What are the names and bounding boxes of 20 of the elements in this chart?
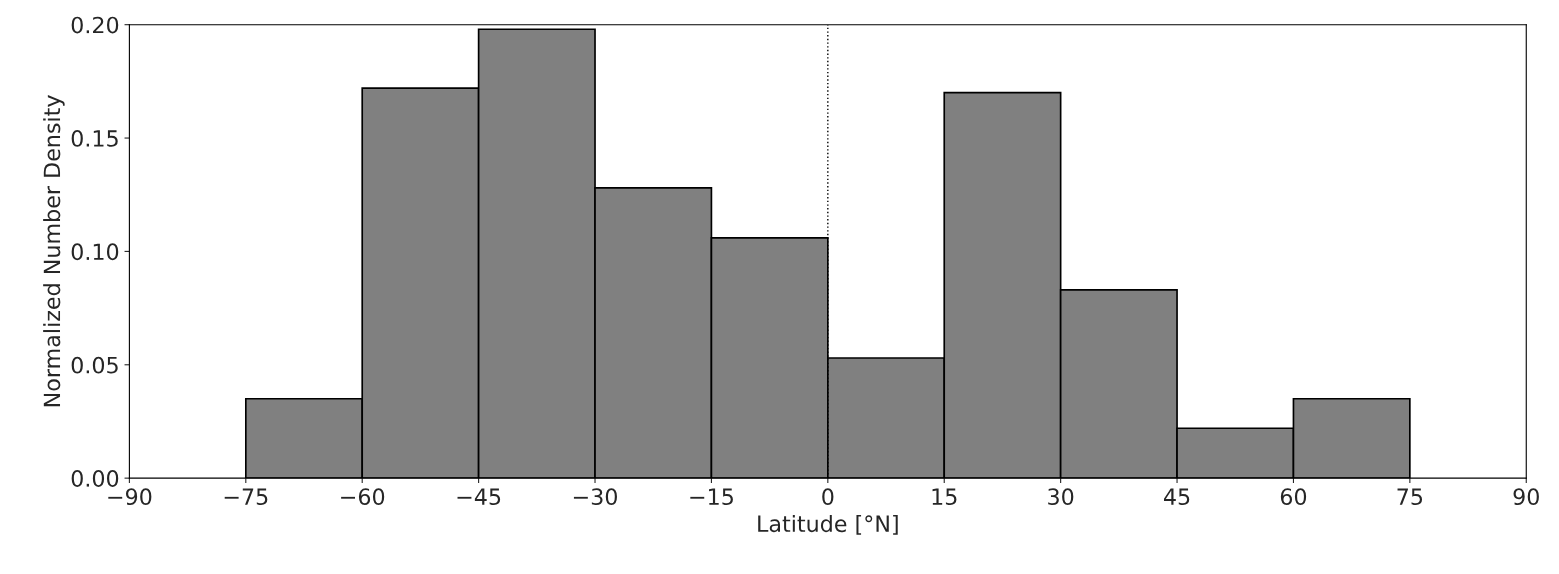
x-tick-label: 60 [1280,488,1307,506]
x-tick-label: 0 [822,488,834,506]
x-tick-label: −45 [457,488,501,506]
x-tick-label: −75 [224,488,268,506]
x-tick-label: 75 [1397,488,1423,506]
x-tick-label: −15 [690,488,733,506]
y-tick-label: 0.05 [71,356,118,374]
y-tick-label: 0.20 [71,16,119,34]
x-axis-title: Latitude [°N] [758,514,898,535]
x-tick-label: −30 [573,488,617,506]
x-tick-label: 90 [1513,488,1539,506]
y-axis-title: Normalized Number Density [43,95,65,407]
x-tick-label: −90 [108,488,152,506]
x-tick-label: 15 [932,488,957,506]
y-tick-label: 0.10 [71,243,119,261]
x-tick-label: −60 [341,488,385,506]
y-tick-label: 0.15 [71,130,118,147]
x-tick-label: 30 [1048,488,1074,506]
x-tick-label: 45 [1163,488,1190,506]
y-tick-label: 0.00 [71,470,119,487]
